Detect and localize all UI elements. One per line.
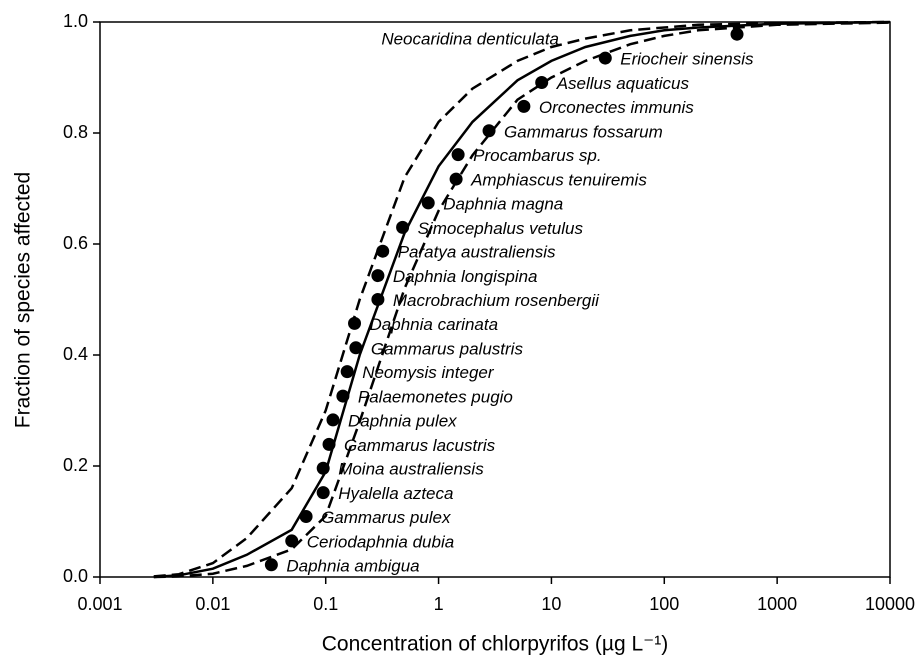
y-tick-label: 1.0 (63, 11, 88, 31)
dashed-curve (153, 20, 891, 578)
data-point (285, 534, 299, 548)
data-point (349, 341, 363, 355)
data-point (340, 365, 354, 379)
point-label: Hyalella azteca (338, 484, 453, 503)
data-point (326, 413, 340, 427)
x-tick-label: 10 (541, 594, 561, 614)
data-point (316, 461, 330, 475)
point-label: Moina australiensis (338, 460, 484, 479)
data-point (264, 558, 278, 572)
data-point (376, 244, 390, 258)
data-point (371, 293, 385, 306)
point-label: Macrobrachium rosenbergii (393, 291, 600, 310)
point-label: Daphnia magna (443, 194, 563, 213)
data-point (396, 220, 410, 234)
data-point (517, 99, 531, 113)
data-point (299, 510, 313, 524)
point-label: Procambarus sp. (473, 146, 601, 165)
y-tick-label: 0.8 (63, 122, 88, 142)
y-axis-title: Fraction of species affected (12, 172, 35, 428)
fit-curve (153, 20, 891, 579)
data-point (348, 316, 362, 330)
x-tick-label: 1 (434, 594, 444, 614)
data-point (535, 75, 549, 89)
data-point (421, 196, 435, 210)
data-point (316, 486, 330, 500)
y-tick-label: 0.6 (63, 233, 88, 253)
point-label: Gammarus pulex (321, 508, 451, 527)
data-point (449, 172, 463, 186)
point-label: Daphnia ambigua (286, 556, 419, 575)
point-label: Daphnia pulex (348, 411, 457, 430)
point-label: Paratya australiensis (398, 243, 556, 262)
point-label: Ceriodaphnia dubia (307, 532, 454, 551)
data-point (451, 148, 465, 162)
x-axis-title: Concentration of chlorpyrifos (µg L⁻¹) (322, 633, 669, 656)
x-tick-label: 0.1 (313, 594, 338, 614)
point-label: Eriocheir sinensis (620, 50, 754, 69)
x-tick-label: 0.01 (195, 594, 230, 614)
x-tick-label: 10000 (865, 594, 915, 614)
plot-frame (99, 21, 891, 578)
data-point (336, 389, 350, 403)
point-label: Orconectes immunis (539, 98, 694, 117)
data-point (598, 51, 612, 65)
point-label: Daphnia carinata (370, 315, 499, 334)
point-label: Gammarus palustris (371, 339, 524, 358)
point-label: Gammarus lacustris (344, 436, 496, 455)
x-tick-label: 0.001 (77, 594, 122, 614)
x-tick-label: 1000 (757, 594, 797, 614)
point-label: Palaemonetes pugio (358, 388, 513, 407)
data-point (482, 124, 496, 138)
point-label: Neomysis integer (362, 363, 495, 382)
y-tick-label: 0.0 (63, 566, 88, 586)
point-label: Daphnia longispina (393, 267, 538, 286)
point-label: Neocaridina denticulata (381, 30, 559, 49)
y-tick-label: 0.2 (63, 455, 88, 475)
point-label: Simocephalus vetulus (418, 219, 584, 238)
data-point (322, 437, 336, 451)
point-label: Gammarus fossarum (504, 122, 663, 141)
y-tick-label: 0.4 (63, 344, 88, 364)
x-tick-label: 100 (649, 594, 679, 614)
data-point (730, 27, 744, 41)
point-label: Asellus aquaticus (556, 74, 690, 93)
point-label: Amphiascus tenuiremis (470, 171, 647, 190)
data-point (371, 269, 385, 283)
